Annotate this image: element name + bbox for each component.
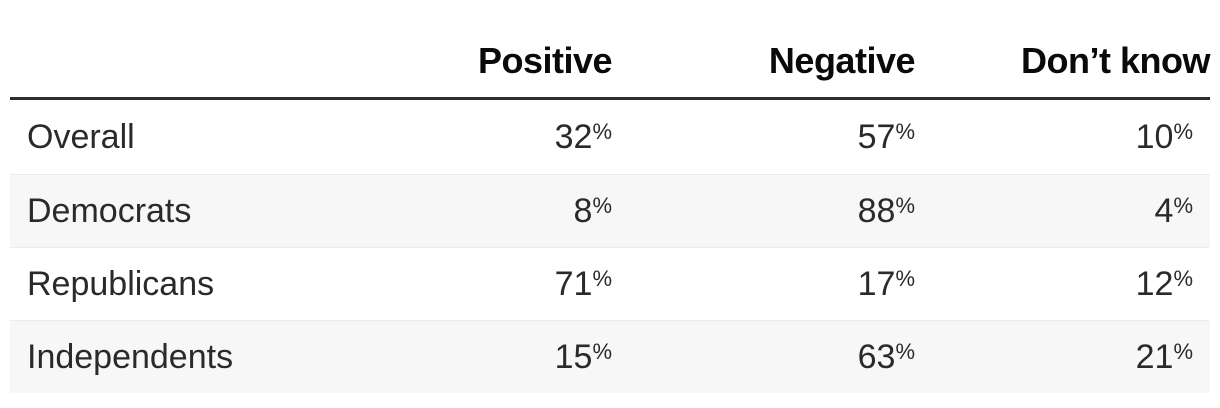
cell-positive: 32% <box>312 120 612 154</box>
value-number: 17 <box>857 265 896 303</box>
percent-sign: % <box>592 266 612 291</box>
percent-sign: % <box>1173 339 1193 364</box>
value-number: 32 <box>554 118 593 156</box>
cell-negative: 63% <box>612 340 915 374</box>
column-header-negative: Negative <box>768 40 916 81</box>
cell-positive: 8% <box>312 194 612 228</box>
row-label: Republicans <box>27 264 215 303</box>
value-number: 21 <box>1135 338 1174 376</box>
cell-negative: 17% <box>612 267 915 301</box>
table-header-row: Positive Negative Don’t know <box>10 0 1211 100</box>
percent-sign: % <box>592 193 612 218</box>
percent-sign: % <box>895 193 915 218</box>
value-number: 71 <box>554 265 593 303</box>
cell-positive: 15% <box>312 340 612 374</box>
cell-negative: 88% <box>612 194 915 228</box>
cell-positive: 71% <box>312 267 612 301</box>
cell-negative: 57% <box>612 120 915 154</box>
column-header-dont-know: Don’t know <box>1021 40 1210 81</box>
percent-sign: % <box>895 119 915 144</box>
value-number: 8 <box>573 192 593 230</box>
percent-sign: % <box>1173 266 1193 291</box>
results-table: Positive Negative Don’t know Overall 32%… <box>10 0 1211 393</box>
percent-sign: % <box>1173 119 1193 144</box>
percent-sign: % <box>592 119 612 144</box>
cell-dont-know: 12% <box>915 267 1210 301</box>
table-row-democrats: Democrats 8% 88% 4% <box>10 174 1210 247</box>
row-label: Democrats <box>27 191 192 230</box>
percent-sign: % <box>895 266 915 291</box>
table-row-overall: Overall 32% 57% 10% <box>10 100 1210 174</box>
cell-dont-know: 21% <box>915 340 1210 374</box>
table-row-independents: Independents 15% 63% 21% <box>10 320 1210 393</box>
value-number: 10 <box>1135 118 1174 156</box>
cell-dont-know: 4% <box>915 194 1210 228</box>
value-number: 15 <box>554 338 593 376</box>
row-label: Overall <box>27 117 135 156</box>
row-label: Independents <box>27 337 234 376</box>
value-number: 4 <box>1154 192 1174 230</box>
value-number: 88 <box>857 192 896 230</box>
percent-sign: % <box>592 339 612 364</box>
percent-sign: % <box>895 339 915 364</box>
percent-sign: % <box>1173 193 1193 218</box>
cell-dont-know: 10% <box>915 120 1210 154</box>
column-header-positive: Positive <box>477 40 613 81</box>
value-number: 57 <box>857 118 896 156</box>
value-number: 12 <box>1135 265 1174 303</box>
value-number: 63 <box>857 338 896 376</box>
table-row-republicans: Republicans 71% 17% 12% <box>10 247 1210 320</box>
